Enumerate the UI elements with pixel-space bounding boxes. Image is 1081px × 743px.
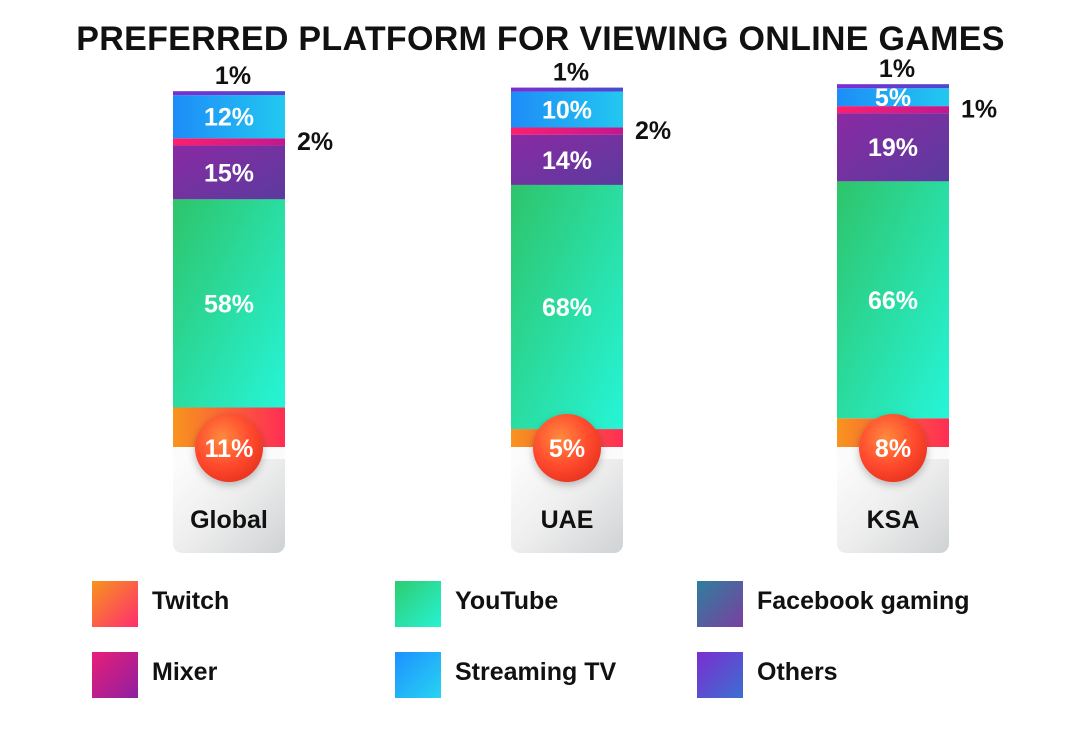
data-label-ksa-facebook-gaming: 19% xyxy=(868,134,918,162)
data-label-ksa-others: 1% xyxy=(879,55,915,83)
data-label-uae-twitch: 5% xyxy=(549,435,585,463)
data-label-global-mixer: 2% xyxy=(297,128,333,156)
data-label-global-facebook-gaming: 15% xyxy=(204,159,254,187)
legend-label-twitch: Twitch xyxy=(152,587,230,615)
twitch-value-circle-uae xyxy=(533,414,601,482)
legend-label-youtube: YouTube xyxy=(455,587,559,615)
bar-uae-mixer xyxy=(511,127,623,135)
data-label-uae-streaming-tv: 10% xyxy=(542,97,592,125)
data-label-global-youtube: 58% xyxy=(204,290,254,318)
data-label-ksa-streaming-tv: 5% xyxy=(875,84,911,112)
bar-global-facebook-gaming xyxy=(173,145,285,200)
bar-ksa-others xyxy=(837,84,949,89)
data-label-uae-youtube: 68% xyxy=(542,294,592,322)
bar-uae-others xyxy=(511,87,623,92)
legend-label-others: Others xyxy=(757,658,838,686)
legend-label-mixer: Mixer xyxy=(152,658,218,686)
data-label-ksa-mixer: 1% xyxy=(961,96,997,124)
category-label-ksa: KSA xyxy=(867,506,920,534)
bar-global-others xyxy=(173,91,285,96)
data-label-uae-others: 1% xyxy=(553,59,589,87)
twitch-value-circle-global xyxy=(195,414,263,482)
bar-base-uae xyxy=(511,447,623,553)
bar-ksa-mixer xyxy=(837,106,949,114)
legend-label-facebook-gaming: Facebook gaming xyxy=(757,587,970,615)
bar-global-mixer xyxy=(173,138,285,146)
legend-swatch-others xyxy=(697,652,743,698)
category-label-uae: UAE xyxy=(541,506,594,534)
data-label-ksa-youtube: 66% xyxy=(868,287,918,315)
legend-swatch-mixer xyxy=(92,652,138,698)
bar-global-streaming-tv xyxy=(173,95,285,139)
legend-swatch-youtube xyxy=(395,581,441,627)
bar-ksa-streaming-tv xyxy=(837,88,949,107)
bar-global-youtube xyxy=(173,199,285,408)
data-label-global-others: 1% xyxy=(215,62,251,90)
category-label-global: Global xyxy=(190,506,268,534)
bar-base-global xyxy=(173,447,285,553)
legend-swatch-twitch xyxy=(92,581,138,627)
data-label-global-streaming-tv: 12% xyxy=(204,104,254,132)
legend-label-streaming-tv: Streaming TV xyxy=(455,658,617,686)
stacked-bar-chart: Global 11% 58% 15% 12% 2% 1% UAE 5% 68% 14% 10% 2% 1%… xyxy=(173,55,997,553)
data-label-uae-mixer: 2% xyxy=(635,117,671,145)
data-label-ksa-twitch: 8% xyxy=(875,435,911,463)
legend-swatch-facebook-gaming xyxy=(697,581,743,627)
data-label-uae-facebook-gaming: 14% xyxy=(542,147,592,175)
bar-ksa-facebook-gaming xyxy=(837,113,949,182)
twitch-value-circle-ksa xyxy=(859,414,927,482)
bar-ksa-youtube xyxy=(837,181,949,419)
legend-swatch-streaming-tv xyxy=(395,652,441,698)
bar-uae-youtube xyxy=(511,184,623,430)
chart-title: PREFERRED PLATFORM FOR VIEWING ONLINE GA… xyxy=(76,20,1005,58)
bar-base-ksa xyxy=(837,447,949,553)
bar-uae-streaming-tv xyxy=(511,91,623,128)
data-label-global-twitch: 11% xyxy=(205,435,254,463)
bar-uae-facebook-gaming xyxy=(511,134,623,185)
